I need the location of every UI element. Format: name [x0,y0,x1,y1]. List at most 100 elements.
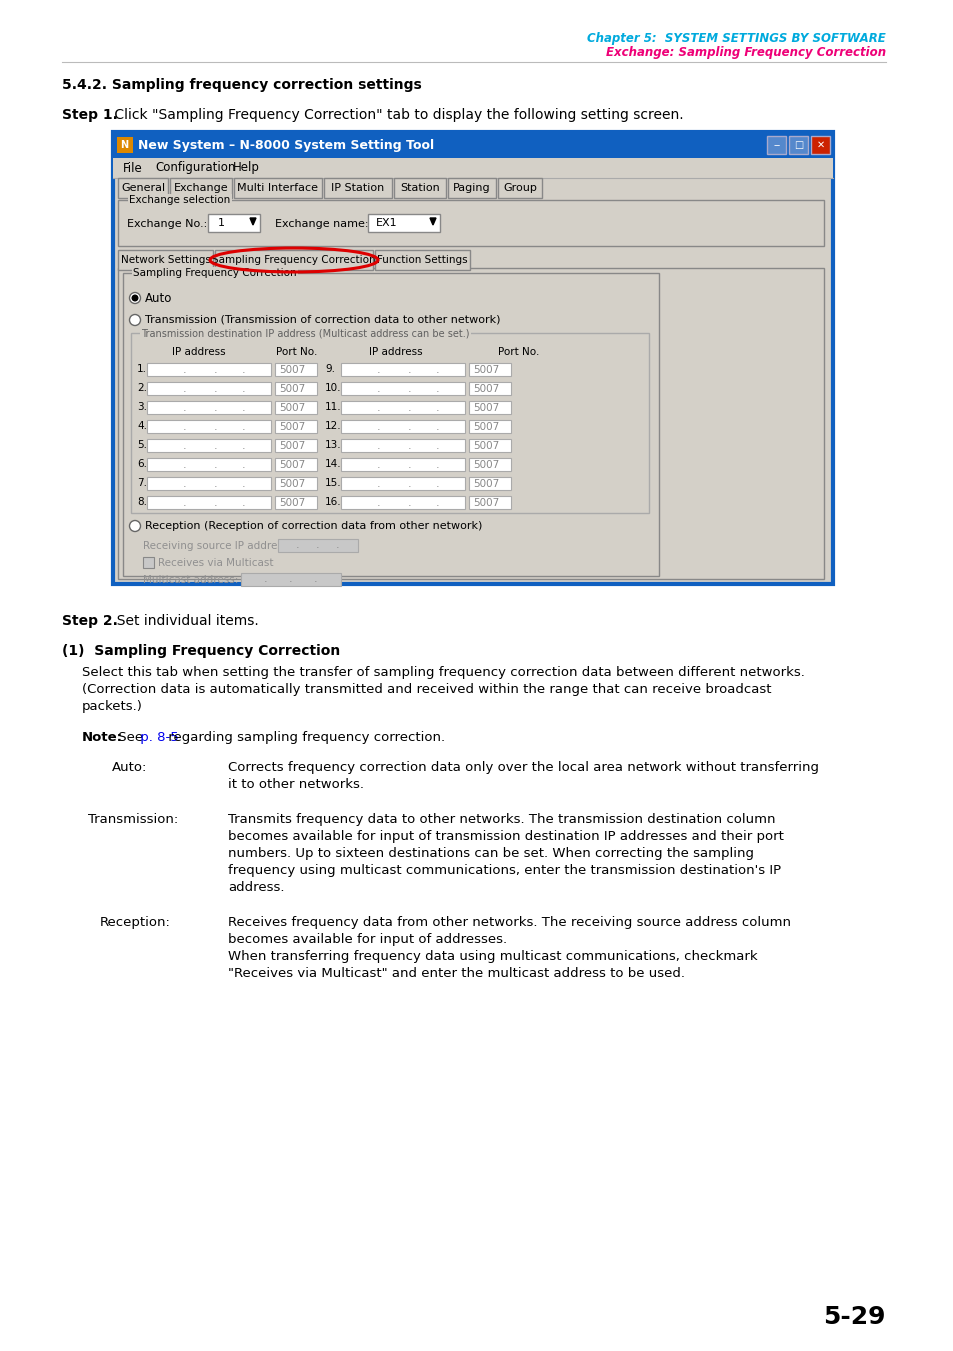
Text: File: File [123,162,143,174]
Bar [448,178,496,199]
Text: Step 2.: Step 2. [62,613,118,628]
Text: Step 1.: Step 1. [62,108,118,122]
Text: Chapter 5:  SYSTEM SETTINGS BY SOFTWARE: Chapter 5: SYSTEM SETTINGS BY SOFTWARE [587,32,885,45]
Text: .: . [182,440,186,451]
Text: (Correction data is automatically transmitted and received within the range that: (Correction data is automatically transm… [82,684,771,696]
Text: Transmits frequency data to other networks. The transmission destination column: Transmits frequency data to other networ… [228,813,775,825]
Text: 5007: 5007 [278,480,305,489]
Text: numbers. Up to sixteen destinations can be set. When correcting the sampling: numbers. Up to sixteen destinations can … [228,847,753,861]
Text: 13.: 13. [325,440,341,450]
Text: .: . [407,459,411,470]
Bar [340,382,464,394]
Text: 3.: 3. [137,403,147,412]
Text: 12.: 12. [325,422,341,431]
Bar [469,496,511,509]
Text: 5007: 5007 [473,403,498,413]
Text: 16.: 16. [325,497,341,507]
Bar [469,420,511,434]
Text: 5007: 5007 [278,403,305,413]
Bar [368,213,439,232]
Text: 5007: 5007 [473,480,498,489]
Text: .: . [264,574,268,584]
Text: .: . [436,403,439,413]
Text: .: . [295,540,299,550]
Text: .: . [436,459,439,470]
Text: .: . [242,459,245,470]
Text: Sampling Frequency Correction: Sampling Frequency Correction [212,255,375,265]
Text: .: . [407,499,411,508]
Text: .: . [213,365,216,376]
Bar [274,401,316,413]
Text: 14.: 14. [325,459,341,469]
Text: 5.: 5. [137,440,147,450]
Text: 5007: 5007 [278,384,305,394]
Text: .: . [376,384,379,394]
Polygon shape [250,218,255,226]
Bar [274,420,316,434]
Text: IP address: IP address [369,347,422,357]
Text: .: . [182,365,186,376]
Text: p. 8-5: p. 8-5 [136,731,178,744]
Text: 5-29: 5-29 [822,1305,885,1329]
Circle shape [130,520,140,531]
Text: .: . [242,384,245,394]
Text: 5007: 5007 [278,459,305,470]
Bar [147,477,271,490]
Text: .: . [182,480,186,489]
Text: .: . [436,440,439,451]
Text: 6.: 6. [137,459,147,469]
Text: Station: Station [399,182,439,193]
Text: .: . [376,403,379,413]
Text: Exchange No.:: Exchange No.: [127,219,207,230]
Bar [233,178,322,199]
Text: .: . [407,403,411,413]
Text: 5007: 5007 [278,440,305,451]
Text: .: . [242,403,245,413]
Text: .: . [213,403,216,413]
Text: it to other networks.: it to other networks. [228,778,364,790]
Text: .: . [407,384,411,394]
Text: .: . [242,440,245,451]
Text: Port No.: Port No. [276,347,317,357]
Bar [147,458,271,471]
Text: .: . [376,365,379,376]
Text: .: . [376,422,379,432]
Bar [143,557,153,567]
Text: Multi Interface: Multi Interface [237,182,318,193]
Bar [274,363,316,376]
Circle shape [130,293,140,304]
Text: .: . [335,540,339,550]
Text: .: . [376,480,379,489]
Bar [118,178,168,199]
Text: 15.: 15. [325,478,341,488]
Text: .: . [436,422,439,432]
Text: .: . [376,440,379,451]
Text: Paging: Paging [453,182,490,193]
Bar [324,178,392,199]
Text: 5007: 5007 [473,365,498,376]
Bar [340,401,464,413]
Text: Exchange name:: Exchange name: [274,219,368,230]
Text: frequency using multicast communications, enter the transmission destination's I: frequency using multicast communications… [228,865,781,877]
Text: Auto: Auto [145,292,172,304]
Text: .: . [315,540,319,550]
Bar [131,332,648,513]
Text: 1.: 1. [137,363,147,374]
Bar [112,132,832,158]
Text: .: . [314,574,317,584]
Text: .: . [213,440,216,451]
Text: .: . [407,440,411,451]
Text: 1: 1 [218,218,225,228]
Text: Group: Group [502,182,537,193]
Text: Function Settings: Function Settings [376,255,467,265]
Bar [340,439,464,453]
Bar [112,132,832,584]
Text: General: General [121,182,165,193]
Bar [214,250,373,270]
Text: (1)  Sampling Frequency Correction: (1) Sampling Frequency Correction [62,644,340,658]
Bar [277,539,357,553]
Bar [241,573,340,586]
Bar [394,178,446,199]
Text: 5.4.2. Sampling frequency correction settings: 5.4.2. Sampling frequency correction set… [62,78,421,92]
Bar [810,136,829,154]
